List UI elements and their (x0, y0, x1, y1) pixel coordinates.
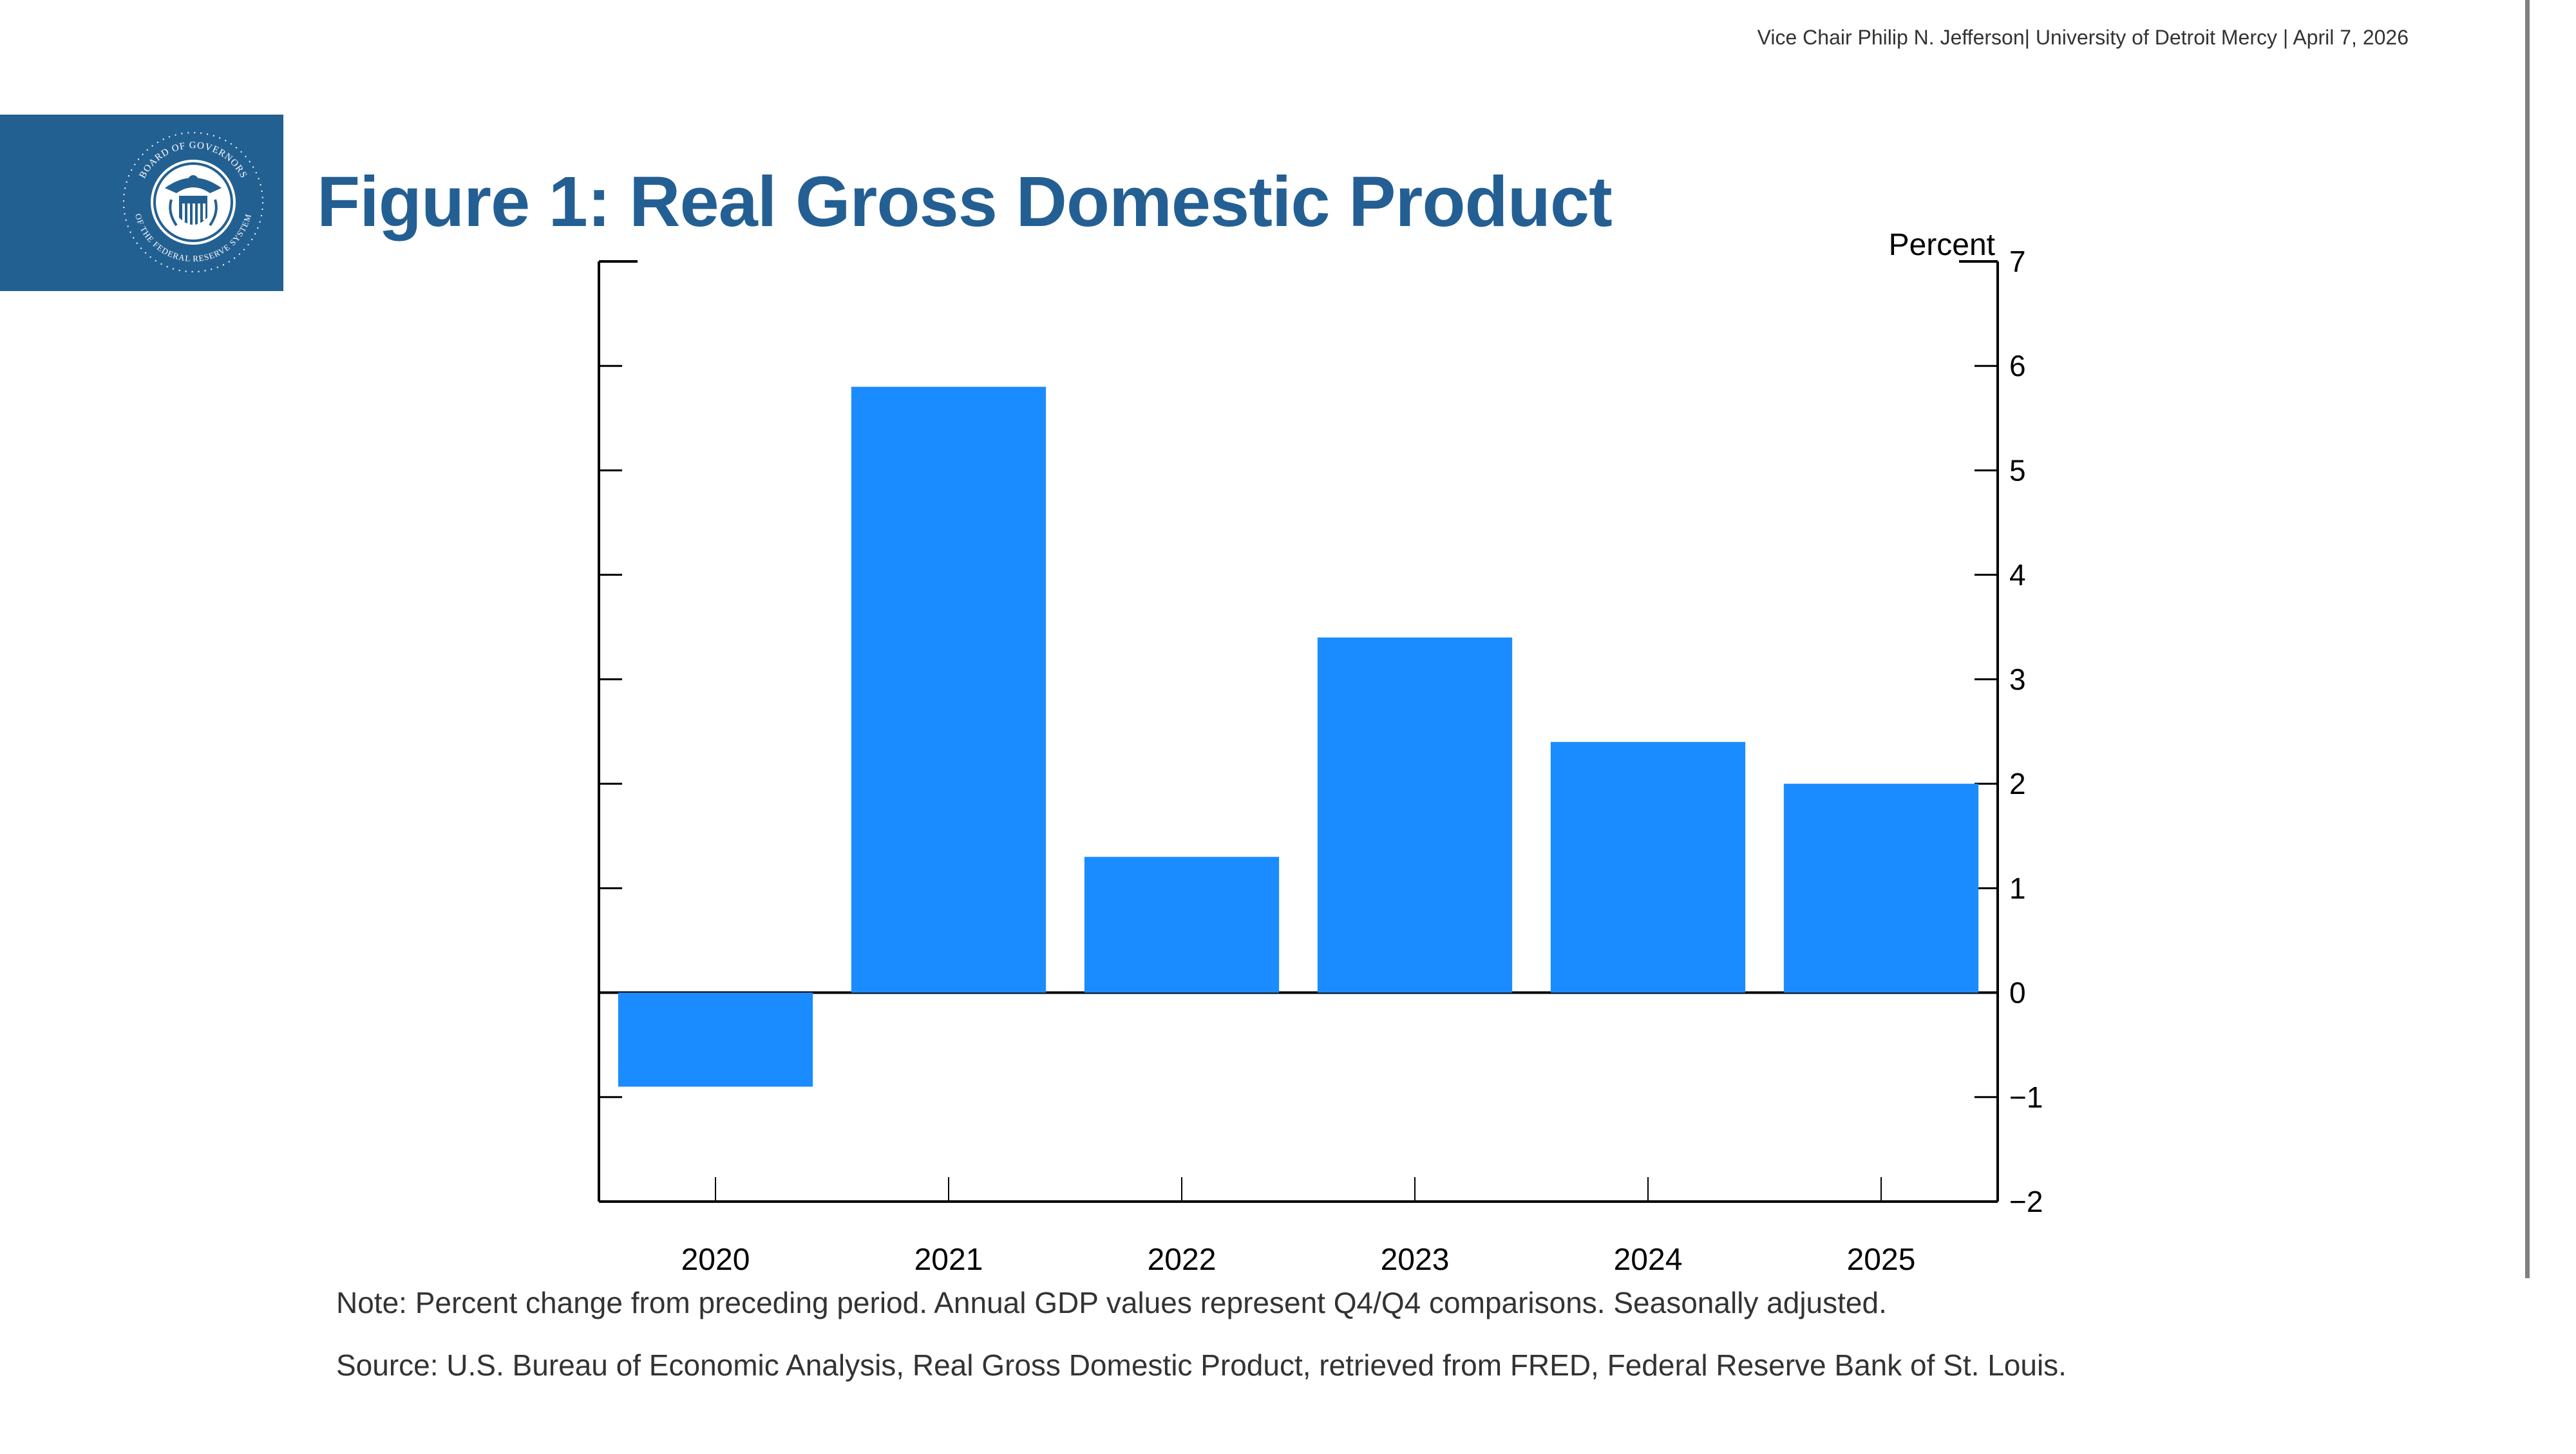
bar-2020 (618, 992, 813, 1087)
chart-labels: 7 6 5 4 3 2 1 0 −1 −2 Percent 2020 2021 2022 2023 2024 2… (681, 228, 2043, 1277)
y-tick-label: 5 (2009, 453, 2026, 487)
y-tick-label: 3 (2009, 663, 2026, 696)
x-tick-label: 2020 (681, 1243, 750, 1277)
federal-reserve-seal-icon: BOARD OF GOVERNORS OF THE FEDERAL RESERV… (123, 132, 263, 272)
y-tick-label: −1 (2009, 1081, 2043, 1114)
page-title: Figure 1: Real Gross Domestic Product (317, 162, 1613, 241)
bar-2024 (1550, 742, 1746, 993)
y-tick-label: 7 (2009, 245, 2026, 278)
x-tick-label: 2021 (914, 1243, 983, 1277)
bar-2023 (1317, 637, 1513, 993)
y-axis-title: Percent (1889, 228, 1995, 262)
logo-banner: BOARD OF GOVERNORS OF THE FEDERAL RESERV… (0, 115, 283, 291)
x-tick-label: 2023 (1381, 1243, 1450, 1277)
y-tick-label: −2 (2009, 1185, 2043, 1218)
y-tick-label: 1 (2009, 871, 2026, 905)
y-tick-label: 2 (2009, 767, 2026, 800)
chart-note: Note: Percent change from preceding peri… (336, 1286, 1887, 1319)
x-tick-label: 2025 (1847, 1243, 1916, 1277)
y-tick-label: 6 (2009, 349, 2026, 382)
bar-2021 (851, 386, 1046, 993)
presentation-meta: Vice Chair Philip N. Jefferson| Universi… (1757, 26, 2409, 49)
chart-axes (598, 260, 1999, 1203)
bar-2022 (1084, 856, 1280, 993)
slide-edge-divider (2525, 0, 2530, 1278)
y-tick-label: 4 (2009, 558, 2026, 592)
bar-2025 (1783, 784, 1979, 993)
chart-bars (618, 386, 1979, 1087)
y-tick-label: 0 (2009, 976, 2026, 1010)
chart-source: Source: U.S. Bureau of Economic Analysis… (336, 1348, 2067, 1382)
x-tick-label: 2022 (1148, 1243, 1217, 1277)
x-tick-label: 2024 (1614, 1243, 1683, 1277)
